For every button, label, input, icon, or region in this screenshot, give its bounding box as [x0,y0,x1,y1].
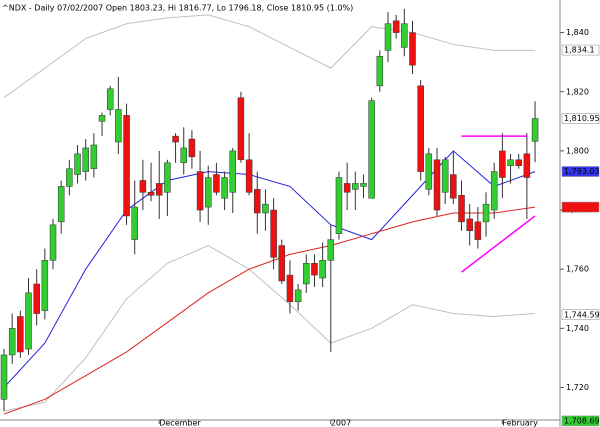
candle-body [482,203,490,223]
candle-body [205,177,212,208]
axis-marker-label: 1,744.59 [564,310,600,319]
y-tick-label: 1,760 [566,265,589,274]
candle-body [82,147,89,172]
candle-body [262,203,269,214]
candle-body [188,138,196,158]
candle-body [147,192,155,196]
candle-body [286,274,294,302]
candle-body [213,174,220,193]
candle-body [90,144,98,169]
axis-marker [561,309,600,321]
y-tick-label: 1,800 [566,146,589,155]
candle-body [311,263,318,276]
overlay-line [3,244,536,412]
candle-body [417,85,424,172]
candle-body [180,147,187,163]
candle-body [196,171,204,211]
candle-body [409,32,416,66]
candle-body [57,186,65,223]
candle-body [41,260,49,311]
candle-body [33,283,40,314]
candle-body [25,292,32,350]
axis-marker-label: 1,810.95 [564,114,600,123]
candle-body [319,260,326,279]
candle-body [515,159,522,166]
x-tick-label: December [159,419,201,427]
candle-body [490,171,498,211]
chart-title: ^NDX - Daily 07/02/2007 Open 1803.23, Hi… [2,4,353,13]
axis-marker-label: 1,793.03 [564,167,600,176]
candle-body [115,109,122,143]
candle-body [139,180,147,193]
candle-body [531,118,539,142]
axis-marker [561,166,600,177]
x-tick-label: 2007 [331,419,351,427]
candle-body [368,100,375,199]
candle-body [164,162,171,193]
candle-body [254,189,261,214]
candle-body [474,221,482,240]
candle-body [66,168,73,187]
candle-body [523,153,531,178]
candle-body [49,224,57,261]
y-tick-label: 1,820 [566,87,589,96]
axis-marker-label: 1,708.69 [564,416,600,425]
candle-body [17,316,24,353]
candle-body [441,159,449,193]
candle-body [123,115,130,217]
overlay-line [3,150,536,388]
overlay-line [461,215,536,273]
x-tick-label: February [502,419,538,427]
candle-body [376,56,384,87]
candle-body [458,195,465,223]
candle-body [360,183,367,187]
candle-body [237,97,245,161]
candle-body [106,88,114,110]
candle-body [172,135,179,143]
candle-body [245,159,253,193]
candle-body [294,289,302,302]
axis-marker-label: 1,834.1 [564,46,595,55]
candle-body [343,183,351,193]
candle-body [466,218,473,231]
axis-marker [561,44,600,56]
candle-body [384,23,392,51]
candle-body [270,209,277,258]
candle-body [8,328,16,356]
axis-marker [561,415,600,427]
candle-body [0,354,8,400]
candle-body [155,183,163,196]
axis-marker [561,201,600,213]
candle-body [229,150,237,193]
candle-body [507,159,514,166]
candle-body [74,153,81,175]
candle-body [221,177,228,199]
candle-body [425,153,433,190]
y-tick-label: 1,720 [566,383,589,392]
overlay-line [3,206,536,415]
candle-body [450,174,457,199]
y-tick-label: 1,840 [566,28,589,37]
axis-marker [561,113,600,124]
candle-body [401,23,408,48]
y-tick-label: 1,740 [566,324,589,333]
candle-body [433,159,441,211]
candle-body [335,177,343,234]
candle-body [499,150,506,178]
candle-body [352,183,359,190]
overlay-line [3,14,536,99]
candle-body [327,239,335,261]
candle-body [98,115,106,122]
candle-body [303,263,310,285]
candle-body [278,245,286,282]
candle-body [392,20,400,33]
candle-body [131,206,138,240]
